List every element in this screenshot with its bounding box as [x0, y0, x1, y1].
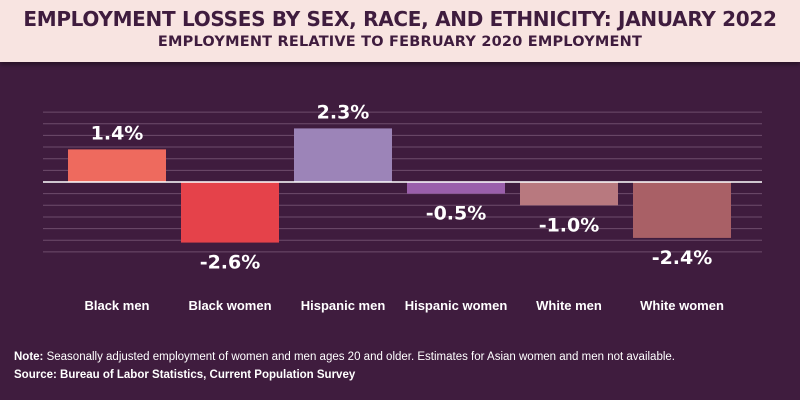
footnote: Note: Seasonally adjusted employment of …: [14, 348, 675, 384]
chart-title: EMPLOYMENT LOSSES BY SEX, RACE, AND ETHN…: [23, 7, 777, 31]
note-label: Note:: [14, 351, 44, 363]
source-text: Bureau of Labor Statistics, Current Popu…: [56, 369, 356, 381]
category-label: Hispanic men: [301, 298, 386, 313]
data-label: 2.3%: [317, 101, 370, 123]
bars: [68, 128, 731, 243]
category-label: Black women: [188, 298, 271, 313]
data-label: -2.6%: [200, 252, 261, 274]
data-label: -1.0%: [539, 214, 600, 236]
source-label: Source:: [14, 369, 57, 381]
value-labels: 1.4% -2.6% 2.3% -0.5% -1.0% -2.4%: [91, 101, 713, 273]
bar-hispanic-women: [407, 182, 505, 194]
gridlines: [43, 111, 762, 253]
source-line: Source: Bureau of Labor Statistics, Curr…: [14, 366, 675, 384]
category-label: Hispanic women: [405, 298, 508, 313]
category-label: White women: [640, 298, 724, 313]
bar-chart: 1.4%-2.6%2.3%-0.5%-1.0%-2.4% Black men Bl…: [43, 101, 762, 313]
category-label: Black men: [84, 298, 149, 313]
category-labels: Black men Black women Hispanic men Hispanic…: [84, 298, 723, 313]
data-label: -2.4%: [652, 247, 713, 269]
data-label: 1.4%: [91, 122, 144, 144]
bar-white-men: [520, 182, 618, 206]
note-text: Seasonally adjusted employment of women …: [43, 351, 675, 363]
chart-subtitle: EMPLOYMENT RELATIVE TO FEBRUARY 2020 EMP…: [157, 34, 643, 50]
data-label: -0.5%: [426, 203, 487, 225]
bar-black-men: [68, 149, 166, 182]
bar-black-women: [181, 182, 279, 243]
bar-white-women: [633, 182, 731, 238]
chart-header: EMPLOYMENT LOSSES BY SEX, RACE, AND ETHN…: [0, 0, 800, 62]
note-line: Note: Seasonally adjusted employment of …: [14, 348, 675, 366]
category-label: White men: [536, 298, 602, 313]
bar-hispanic-men: [294, 128, 392, 182]
